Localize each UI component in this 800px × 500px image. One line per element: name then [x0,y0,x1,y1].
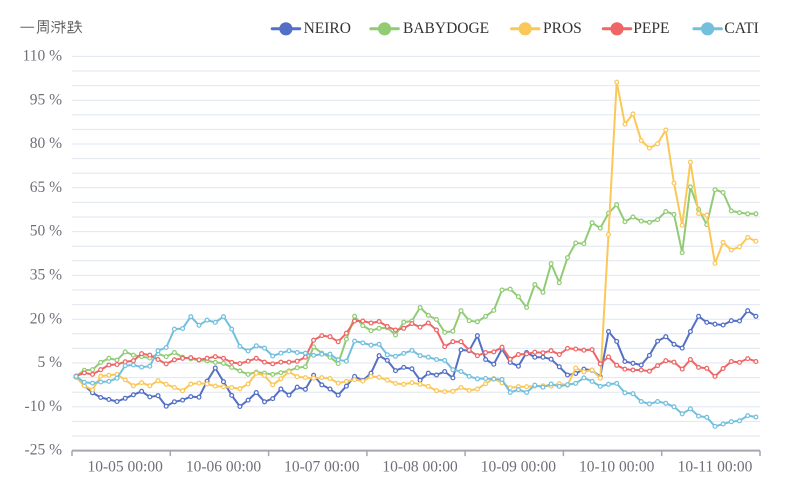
svg-text:PEPE: PEPE [633,20,669,37]
svg-text:BABYDOGE: BABYDOGE [403,20,489,37]
svg-text:PROS: PROS [543,20,582,37]
svg-text:10-08 00:00: 10-08 00:00 [382,459,458,476]
svg-text:10-07 00:00: 10-07 00:00 [284,459,360,476]
svg-text:10-09 00:00: 10-09 00:00 [481,459,557,476]
svg-text:-10 %: -10 % [25,398,63,415]
svg-text:80 %: 80 % [30,135,62,152]
svg-text:-25 %: -25 % [25,442,63,459]
svg-text:10-06 00:00: 10-06 00:00 [186,459,262,476]
svg-text:10-10 00:00: 10-10 00:00 [579,459,655,476]
svg-text:CATI: CATI [724,20,758,37]
svg-text:65 %: 65 % [30,179,62,196]
svg-text:50 %: 50 % [30,223,62,240]
svg-text:110 %: 110 % [23,47,63,64]
svg-text:10-11 00:00: 10-11 00:00 [678,459,753,476]
svg-text:NEIRO: NEIRO [304,20,351,37]
svg-text:20 %: 20 % [30,310,62,327]
svg-text:95 %: 95 % [30,91,62,108]
svg-text:10-05 00:00: 10-05 00:00 [88,459,164,476]
svg-text:35 %: 35 % [30,266,62,283]
svg-text:5 %: 5 % [37,354,62,371]
